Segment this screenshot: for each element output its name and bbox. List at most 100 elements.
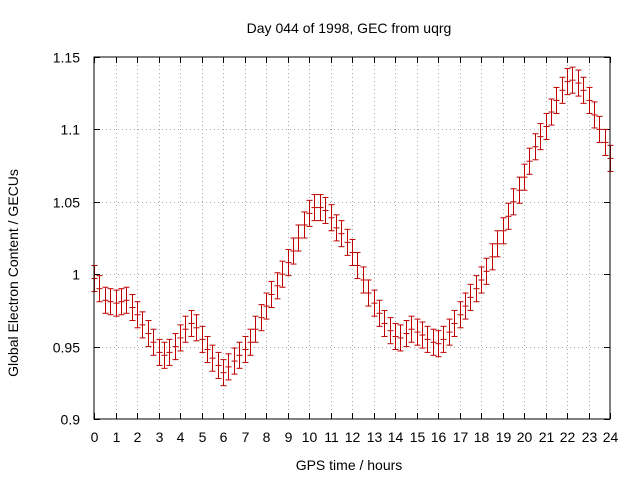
x-tick-label: 10 xyxy=(302,429,318,445)
error-bar-point xyxy=(317,194,324,222)
error-bar-point xyxy=(204,335,211,364)
x-tick-label: 1 xyxy=(113,429,121,445)
x-tick-label: 3 xyxy=(156,429,164,445)
error-bar-point xyxy=(553,86,560,114)
y-tick-label: 1 xyxy=(72,267,80,283)
error-bar-point xyxy=(215,351,222,379)
error-bar-point xyxy=(526,147,533,175)
error-bar-point xyxy=(123,286,130,314)
error-bar-point xyxy=(301,211,308,239)
error-bar-point xyxy=(569,66,576,94)
x-tick-label: 15 xyxy=(410,429,426,445)
x-tick-label: 12 xyxy=(345,429,361,445)
x-tick-label: 5 xyxy=(199,429,207,445)
error-bar-point xyxy=(268,280,275,309)
error-bar-point xyxy=(543,112,550,141)
series-layer xyxy=(91,66,614,387)
plot-frame xyxy=(93,56,611,420)
error-bar-point xyxy=(596,115,603,143)
x-tick-label: 20 xyxy=(517,429,533,445)
error-bar-point xyxy=(199,325,206,353)
error-bar-point xyxy=(166,338,173,366)
error-bar-point xyxy=(145,320,152,348)
x-tick-label: 0 xyxy=(91,429,99,445)
error-bar-point xyxy=(580,76,587,104)
x-tick-label: 18 xyxy=(474,429,490,445)
error-bar-point xyxy=(150,328,157,356)
error-bar-point xyxy=(193,314,200,342)
error-bar-point xyxy=(279,260,286,288)
error-bar-point xyxy=(537,123,544,151)
error-bar-point xyxy=(430,328,437,356)
error-bar-point xyxy=(311,194,318,222)
error-bar-point xyxy=(440,325,447,353)
error-bar-point xyxy=(424,325,431,353)
x-tick-label: 24 xyxy=(603,429,619,445)
error-bar-point xyxy=(435,330,442,358)
error-bar-point xyxy=(129,293,136,322)
error-bar-point xyxy=(564,68,571,96)
x-axis-label: GPS time / hours xyxy=(296,457,403,473)
y-tick-label: 1.15 xyxy=(53,50,80,66)
error-bar-point xyxy=(591,101,598,129)
error-bar-point xyxy=(473,275,480,303)
error-bar-point xyxy=(344,228,351,256)
error-bar-point xyxy=(252,315,259,343)
x-tick-label: 2 xyxy=(134,429,142,445)
error-bar-point xyxy=(478,266,485,294)
error-bar-point xyxy=(457,301,464,329)
error-bar-point xyxy=(139,311,146,339)
y-tick-label: 1.1 xyxy=(61,122,81,138)
chart-title: Day 044 of 1998, GEC from uqrg xyxy=(247,20,452,36)
error-bar-point xyxy=(510,188,517,216)
error-bar-point xyxy=(408,315,415,343)
error-bar-point xyxy=(354,251,361,280)
error-bar-point xyxy=(242,335,249,364)
x-tick-label: 4 xyxy=(177,429,185,445)
error-bar-point xyxy=(338,220,345,248)
error-bar-point xyxy=(371,289,378,317)
error-bar-point xyxy=(494,230,501,258)
error-bar-point xyxy=(113,289,120,317)
error-bar-point xyxy=(392,322,399,350)
error-bar-point xyxy=(182,315,189,343)
error-bar-point xyxy=(521,163,528,191)
error-bar-point xyxy=(236,341,243,369)
x-tick-label: 7 xyxy=(242,429,250,445)
x-tick-label: 6 xyxy=(220,429,228,445)
error-bar-point xyxy=(134,301,141,329)
y-tick-label: 1.05 xyxy=(53,195,80,211)
error-bar-point xyxy=(102,286,109,314)
error-bar-point xyxy=(387,317,394,345)
error-bar-point xyxy=(505,202,512,230)
error-bar-point xyxy=(333,214,340,242)
error-bar-point xyxy=(177,324,184,352)
error-bar-point xyxy=(397,324,404,352)
x-tick-label: 9 xyxy=(285,429,293,445)
error-bar-point xyxy=(231,347,238,375)
x-tick-label: 17 xyxy=(453,429,469,445)
error-bar-point xyxy=(220,359,227,387)
error-bar-point xyxy=(96,275,103,303)
error-bar-point xyxy=(586,86,593,114)
error-bar-point xyxy=(403,320,410,348)
error-bar-point xyxy=(225,353,232,381)
error-bar-point xyxy=(161,341,168,369)
error-bar-point xyxy=(483,257,490,285)
error-bar-point xyxy=(381,309,388,337)
tick-layer: 0 1 2 3 4 5 6 7 8 9 10 11 12 13 14 15 16 17 18 19 20 21 22 23 24… xyxy=(53,50,619,446)
error-bar-point xyxy=(209,344,216,372)
x-tick-label: 21 xyxy=(539,429,555,445)
error-bar-point xyxy=(188,309,195,337)
error-bar-point xyxy=(118,288,125,316)
x-tick-label: 23 xyxy=(582,429,598,445)
grid-layer xyxy=(94,57,610,419)
x-tick-label: 13 xyxy=(367,429,383,445)
error-bar-point xyxy=(328,204,335,232)
error-bar-point xyxy=(602,128,609,156)
error-bar-point xyxy=(500,217,507,245)
x-tick-label: 16 xyxy=(431,429,447,445)
error-bar-point xyxy=(532,133,539,161)
